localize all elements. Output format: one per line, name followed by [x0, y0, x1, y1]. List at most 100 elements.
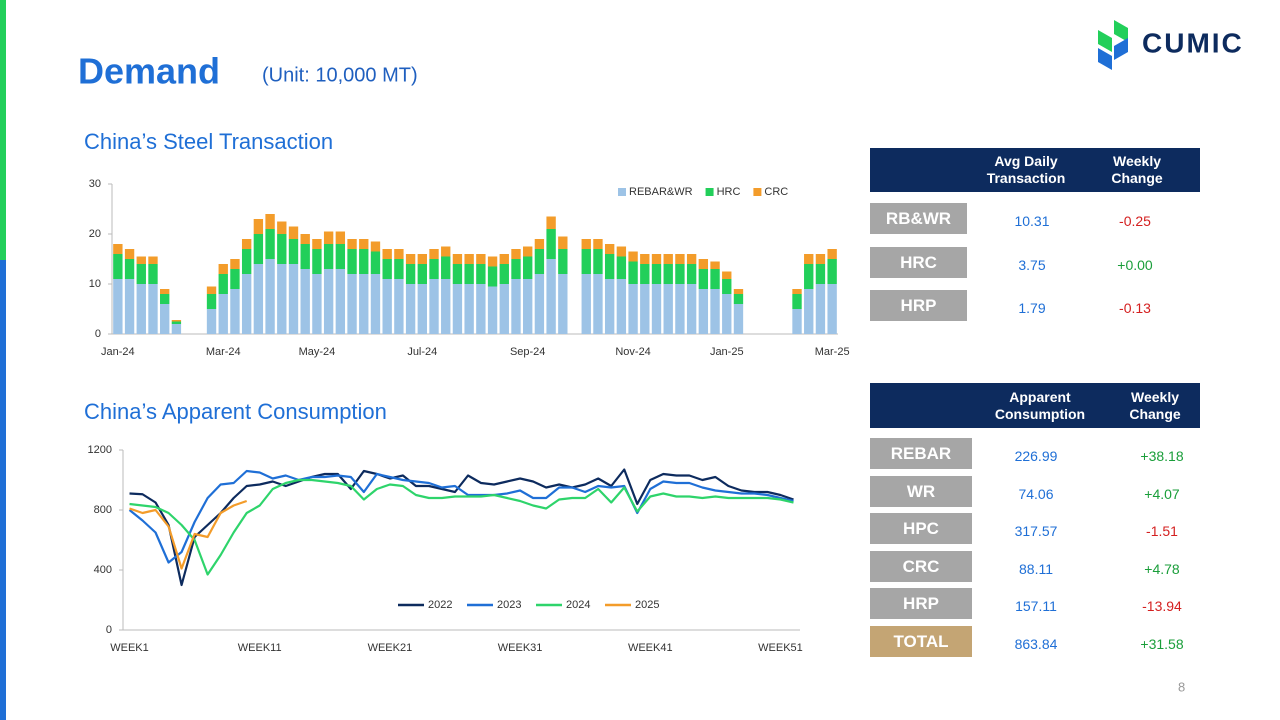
- bar-segment: [347, 274, 357, 334]
- bar-segment: [698, 259, 709, 269]
- x-tick-label: WEEK41: [628, 642, 673, 654]
- row-change: +0.00: [1117, 256, 1153, 273]
- table-header-cell: Weekly Change: [1111, 153, 1163, 186]
- bar-segment: [499, 254, 509, 264]
- row-label: RB&WR: [870, 203, 967, 234]
- bar-segment: [464, 254, 474, 264]
- line: [129, 499, 248, 570]
- legend-label: 2025: [635, 599, 659, 611]
- table-header-cell: Apparent Consumption: [994, 388, 1086, 422]
- bar-segment: [394, 259, 404, 279]
- x-tick-label: WEEK1: [110, 642, 149, 654]
- row-value: 10.31: [1014, 212, 1050, 229]
- bar-segment: [405, 254, 416, 264]
- bar-segment: [288, 239, 299, 264]
- row-value: 3.75: [1018, 256, 1046, 273]
- bar-segment: [253, 264, 264, 334]
- legend-swatch: [705, 188, 714, 196]
- bar-segment: [663, 264, 673, 284]
- y-tick-label: 20: [89, 228, 101, 240]
- x-tick-label: Nov-24: [615, 346, 650, 358]
- bar-segment: [405, 264, 416, 284]
- row-change: +38.18: [1140, 447, 1184, 464]
- chart-title: China’s Apparent Consumption: [84, 399, 387, 424]
- bar-segment: [523, 246, 533, 257]
- x-tick-label: WEEK31: [498, 642, 543, 654]
- row-label: HRP: [870, 290, 967, 321]
- bar-segment: [323, 244, 334, 269]
- bar-segment: [487, 256, 498, 267]
- bar-segment: [663, 284, 673, 334]
- bar-segment: [815, 264, 826, 284]
- row-change: +4.07: [1144, 485, 1180, 502]
- x-tick-label: Mar-24: [206, 346, 241, 358]
- bar-segment: [581, 239, 591, 249]
- bar-segment: [710, 269, 720, 289]
- y-tick-label: 0: [95, 328, 101, 340]
- legend-label: 2024: [566, 599, 590, 611]
- bar-segment: [230, 269, 240, 289]
- bar-segment: [124, 249, 135, 259]
- bar-segment: [710, 289, 720, 334]
- bar-segment: [312, 249, 322, 274]
- y-tick-label: 800: [94, 504, 112, 516]
- bar-segment: [441, 256, 451, 279]
- bar-segment: [452, 254, 463, 264]
- bar-segment: [429, 279, 439, 334]
- y-tick-label: 400: [94, 564, 112, 576]
- bar-segment: [710, 261, 720, 269]
- bar-segment: [827, 259, 837, 284]
- bar-segment: [382, 249, 392, 259]
- bar-segment: [370, 241, 381, 252]
- bar-segment: [523, 279, 533, 334]
- bar-segment: [347, 239, 357, 249]
- x-tick-label: Jan-25: [710, 346, 744, 358]
- bar-segment: [604, 279, 615, 334]
- bar-segment: [136, 256, 146, 264]
- bar-segment: [464, 284, 474, 334]
- edge-bar: [0, 260, 6, 720]
- bar-segment: [487, 286, 498, 334]
- legend-label: REBAR&WR: [629, 186, 693, 198]
- x-tick-label: Sep-24: [510, 346, 545, 358]
- bar-segment: [300, 234, 310, 244]
- x-tick-label: May-24: [299, 346, 336, 358]
- bar-segment: [300, 269, 310, 334]
- bar-segment: [148, 284, 158, 334]
- bar-segment: [429, 259, 439, 279]
- row-label: HRC: [870, 247, 967, 278]
- bar-segment: [675, 264, 685, 284]
- row-label: HPC: [870, 513, 972, 544]
- bar-segment: [265, 259, 275, 334]
- bar-segment: [160, 304, 170, 334]
- bar-segment: [382, 279, 392, 334]
- bar-segment: [534, 274, 545, 334]
- chart-title: China’s Steel Transaction: [84, 129, 333, 154]
- table-header-bg: [870, 383, 1200, 428]
- legend-swatch: [753, 188, 762, 196]
- bar-segment: [675, 284, 685, 334]
- bar-segment: [604, 254, 615, 279]
- legend-label: HRC: [717, 186, 741, 198]
- bar-segment: [370, 251, 381, 274]
- row-value: 157.11: [1015, 597, 1057, 614]
- x-tick-label: WEEK11: [238, 642, 282, 654]
- bar-segment: [300, 244, 310, 269]
- row-value: 88.11: [1019, 560, 1053, 577]
- bar-segment: [241, 239, 252, 249]
- bar-segment: [581, 274, 591, 334]
- bar-segment: [417, 284, 427, 334]
- bar-segment: [370, 274, 381, 334]
- bar-segment: [722, 294, 732, 334]
- bar-segment: [218, 264, 228, 274]
- table-header-cell: Avg Daily Transaction: [986, 153, 1066, 186]
- bar-segment: [136, 284, 146, 334]
- bar-segment: [124, 259, 135, 279]
- bar-segment: [359, 239, 369, 249]
- bar-segment: [441, 246, 451, 257]
- bar-segment: [546, 259, 556, 334]
- bar-segment: [230, 289, 240, 334]
- bar-segment: [288, 264, 299, 334]
